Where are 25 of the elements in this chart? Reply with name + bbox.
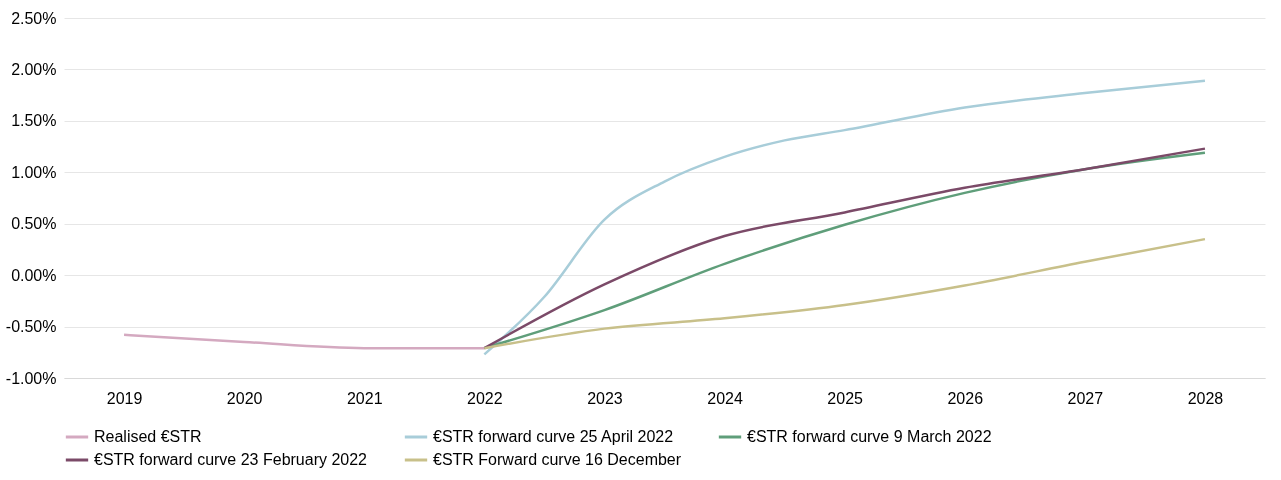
y-tick-label: 2.00% — [11, 60, 57, 78]
x-tick-label: 2019 — [106, 389, 143, 407]
y-tick-label: -1.00% — [5, 369, 57, 387]
x-tick-label: 2020 — [226, 389, 263, 407]
y-tick-label: 1.00% — [11, 163, 57, 181]
legend-label: €STR forward curve 23 February 2022 — [94, 451, 368, 468]
y-tick-label: -0.50% — [5, 318, 57, 336]
x-tick-label: 2021 — [346, 389, 383, 407]
x-tick-label: 2023 — [587, 389, 623, 407]
legend-label: €STR forward curve 25 April 2022 — [433, 428, 674, 445]
x-tick-label: 2022 — [467, 389, 503, 407]
x-tick-label: 2024 — [707, 389, 743, 407]
y-tick-label: 0.50% — [11, 215, 57, 233]
y-tick-label: 0.00% — [11, 266, 57, 284]
x-tick-label: 2025 — [827, 389, 864, 407]
legend-label: Realised €STR — [94, 428, 202, 445]
line-series — [483, 237, 1207, 350]
legend-label: €STR forward curve 9 March 2022 — [747, 428, 992, 445]
y-tick-label: 1.50% — [11, 112, 57, 130]
y-tick-label: 2.50% — [11, 9, 57, 27]
x-tick-label: 2026 — [947, 389, 984, 407]
x-tick-label: 2028 — [1187, 389, 1224, 407]
x-tick-label: 2027 — [1067, 389, 1104, 407]
legend-label: €STR Forward curve 16 December — [433, 451, 682, 468]
line-series — [483, 79, 1207, 356]
